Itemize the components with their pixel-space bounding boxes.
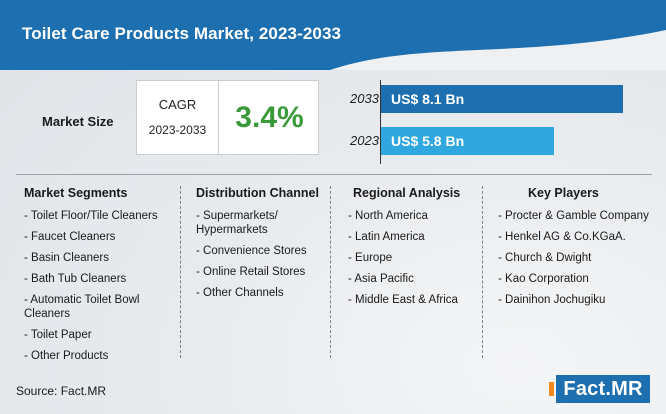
list-item: - Convenience Stores [196,245,307,257]
logo-accent [549,382,554,396]
list-item: - Automatic Toilet Bowl Cleaners [24,294,140,320]
list-item: - Supermarkets/ Hypermarkets [196,210,278,236]
list-item: - Church & Dwight [498,252,592,264]
list-item: - North America [348,210,428,222]
bar-year-label: 2023 [350,133,379,148]
column-divider [482,186,483,358]
list-item: - Other Products [24,350,109,362]
cagr-box: CAGR 2023-2033 3.4% [136,80,319,155]
page-title: Toilet Care Products Market, 2023-2033 [22,24,342,43]
list-item: - Dainihon Jochugiku [498,294,606,306]
list-item: - Toilet Floor/Tile Cleaners [24,210,158,222]
source-text: Source: Fact.MR [16,384,107,398]
cagr-divider [218,81,219,154]
list-item: - Middle East & Africa [348,294,458,306]
section-divider [16,174,652,175]
list-item: - Bath Tub Cleaners [24,273,127,285]
column-title: Market Segments [24,186,128,200]
column-market-segments: Market Segments - Toilet Floor/Tile Clea… [24,186,174,370]
list-item: - Procter & Gamble Company [498,210,649,222]
list-item: - Henkel AG & Co.KGaA. [498,231,626,243]
column-divider [330,186,331,358]
bar-axis [380,80,381,164]
column-list: - Procter & Gamble Company - Henkel AG & … [498,209,658,307]
market-size-label: Market Size [42,114,114,129]
list-item: - Online Retail Stores [196,266,306,278]
column-title: Regional Analysis [353,186,461,200]
cagr-label: CAGR [158,97,197,112]
column-regional-analysis: Regional Analysis - North America - Latin… [348,186,478,314]
cagr-value: 3.4% [235,101,304,134]
list-item: - Basin Cleaners [24,252,110,264]
column-title: Distribution Channel [196,186,319,200]
list-item: - Asia Pacific [348,273,414,285]
column-key-players: Key Players - Procter & Gamble Company - … [498,186,658,314]
list-item: - Latin America [348,231,425,243]
column-list: - North America - Latin America - Europe - … [348,209,478,307]
header-wave [330,30,666,70]
brand-logo: Fact.MR [556,375,650,403]
list-item: - Europe [348,252,393,264]
list-item: - Kao Corporation [498,273,589,285]
list-item: - Other Channels [196,287,284,299]
bar-value-label: US$ 5.8 Bn [391,133,465,149]
column-list: - Supermarkets/ Hypermarkets - Convenienc… [196,209,326,300]
bar-2023 [381,127,554,155]
bar-year-label: 2033 [350,91,379,106]
list-item: - Faucet Cleaners [24,231,116,243]
column-list: - Toilet Floor/Tile Cleaners - Faucet Cle… [24,209,174,363]
cagr-period: 2023-2033 [148,123,207,137]
bar-2033 [381,85,623,113]
bar-value-label: US$ 8.1 Bn [391,91,465,107]
column-title: Key Players [528,186,599,200]
list-item: - Toilet Paper [24,329,92,341]
column-divider [180,186,181,358]
column-distribution-channel: Distribution Channel - Supermarkets/ Hyp… [196,186,326,307]
